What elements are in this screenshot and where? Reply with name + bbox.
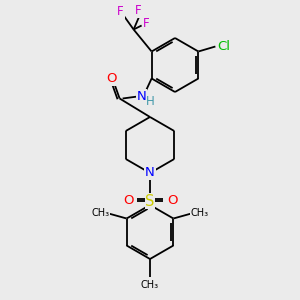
Text: CH₃: CH₃ — [190, 208, 208, 218]
Text: O: O — [123, 194, 133, 208]
Text: F: F — [117, 5, 124, 18]
Text: CH₃: CH₃ — [141, 280, 159, 290]
Text: N: N — [137, 90, 146, 103]
Text: S: S — [145, 194, 155, 208]
Text: H: H — [146, 95, 155, 108]
Text: O: O — [167, 194, 177, 208]
Text: Cl: Cl — [217, 40, 230, 53]
Text: O: O — [106, 72, 117, 85]
Text: F: F — [143, 17, 150, 30]
Text: N: N — [145, 167, 155, 179]
Text: F: F — [135, 4, 142, 17]
Text: CH₃: CH₃ — [92, 208, 110, 218]
